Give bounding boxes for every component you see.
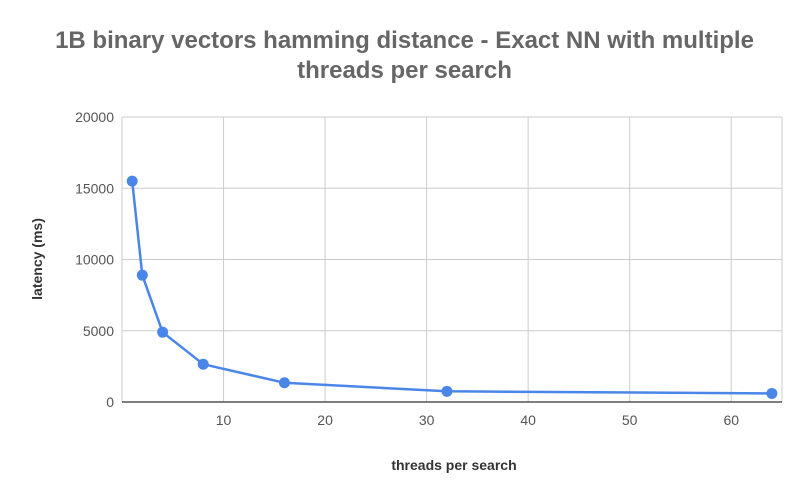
y-tick-label: 5000 (83, 323, 114, 339)
gridlines (121, 116, 783, 403)
series (126, 175, 778, 399)
x-tick-label: 10 (216, 412, 232, 428)
y-tick-label: 15000 (75, 180, 114, 196)
x-tick-label: 50 (622, 412, 638, 428)
x-axis-label: threads per search (391, 457, 516, 473)
x-tick-label: 30 (419, 412, 435, 428)
y-tick-label: 10000 (75, 252, 114, 268)
data-point (136, 269, 148, 281)
data-point (157, 326, 169, 338)
series-line (130, 180, 772, 395)
y-tick-label: 20000 (75, 109, 114, 125)
x-tick-label: 20 (317, 412, 333, 428)
y-axis-label: latency (ms) (29, 218, 45, 300)
data-point (766, 387, 778, 399)
chart-title-line-2: threads per search (297, 57, 512, 84)
data-point (441, 385, 453, 397)
data-point (278, 377, 290, 389)
y-tick-label: 0 (106, 394, 114, 410)
data-point (126, 175, 138, 187)
x-tick-label: 60 (723, 412, 739, 428)
data-point (197, 358, 209, 370)
chart-title-line-1: 1B binary vectors hamming distance - Exa… (55, 27, 754, 54)
x-tick-label: 40 (520, 412, 536, 428)
tick-labels: 10 20 30 40 50 60 0 5000 10000 15000 20000 (75, 109, 739, 428)
chart-title: 1B binary vectors hamming distance - Exa… (0, 26, 809, 86)
